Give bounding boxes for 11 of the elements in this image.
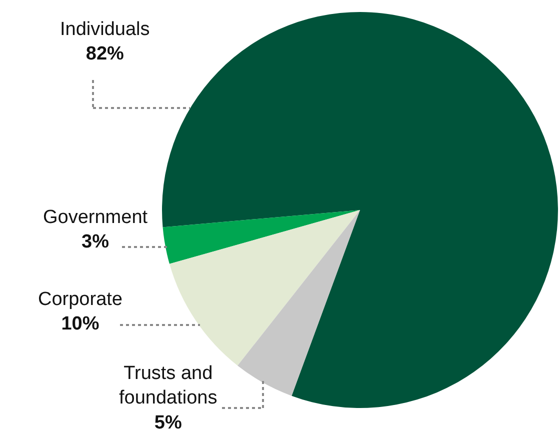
pie-slice — [169, 210, 360, 366]
data-label: 3% — [82, 232, 110, 253]
pie-slice — [238, 210, 360, 396]
slice-label: Individuals — [60, 19, 150, 40]
data-label: 5% — [154, 412, 182, 434]
slice-label: Trusts and foundations — [119, 363, 218, 409]
pie-slice — [162, 210, 360, 264]
slice-label: Government — [43, 207, 148, 228]
slice-label: Corporate — [38, 289, 122, 310]
data-label: 10% — [61, 314, 100, 335]
data-label: 82% — [86, 44, 124, 65]
